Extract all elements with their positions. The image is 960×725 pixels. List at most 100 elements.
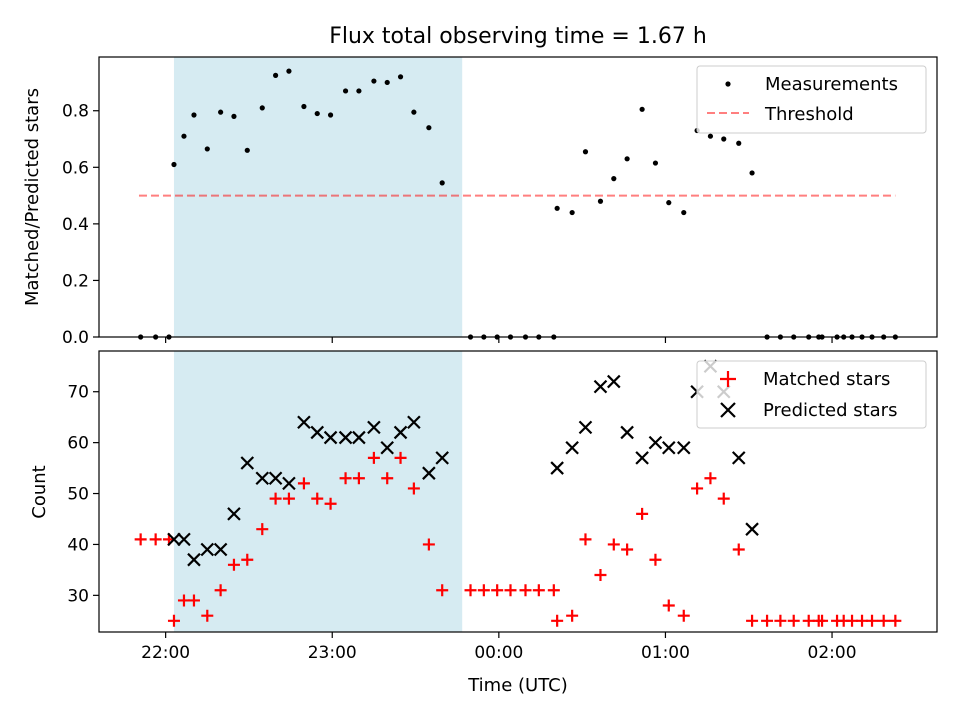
- predicted-stars-point: [213, 542, 228, 557]
- measurements-point: [639, 106, 645, 112]
- matched-stars-point: [394, 451, 407, 464]
- measurements-point: [721, 136, 727, 142]
- matched-stars-point: [187, 594, 200, 607]
- measurements-point: [666, 200, 672, 206]
- measurements-point: [582, 149, 589, 155]
- predicted-stars-point: [310, 425, 325, 440]
- measurements-point: [652, 160, 659, 166]
- matched-stars-point: [519, 584, 532, 597]
- measurements-point: [624, 156, 630, 162]
- measurements-point: [314, 110, 320, 117]
- y-tick-label: 0.2: [62, 271, 89, 291]
- predicted-stars-point: [323, 430, 338, 445]
- predicted-stars-point: [676, 440, 691, 455]
- ratio-panel-frame: [98, 56, 938, 338]
- y-tick-label: 50: [67, 485, 89, 505]
- ratio-panel-y-ticks: 0.0 0.2 0.4 0.6 0.8: [62, 102, 99, 348]
- matched-stars-point: [491, 584, 504, 597]
- predicted-stars-point: [731, 451, 746, 465]
- ratio-panel-legend-box: [696, 65, 927, 134]
- legend-predicted-label: Predicted stars: [763, 400, 897, 421]
- count-panel-frame: [98, 350, 938, 633]
- measurements-point: [611, 176, 617, 182]
- measurements-point: [342, 88, 349, 94]
- predicted-stars-point: [338, 430, 353, 445]
- y-tick-label: 0.8: [62, 102, 89, 122]
- ratio-panel-ylabel: Matched/Predicted stars: [22, 88, 43, 306]
- count-panel-marks: [134, 359, 902, 627]
- ratio-panel-marks: [138, 68, 898, 340]
- measurements-point: [356, 88, 362, 94]
- legend-measurements-label: Measurements: [765, 74, 898, 95]
- measurements-point: [181, 133, 187, 139]
- matched-stars-point: [607, 538, 620, 551]
- matched-stars-point: [256, 523, 269, 536]
- x-tick-label: 00:00: [474, 643, 523, 663]
- predicted-stars-point: [297, 415, 311, 430]
- ratio-panel-legend: Measurements Threshold: [696, 65, 927, 134]
- matched-stars-point: [816, 614, 829, 627]
- x-tick-label: 23:00: [308, 643, 357, 663]
- legend-matched-label: Matched stars: [763, 369, 890, 390]
- x-tick-label: 02:00: [808, 643, 857, 663]
- predicted-stars-point: [352, 430, 366, 445]
- legend-threshold-label: Threshold: [764, 104, 854, 125]
- matched-stars-point: [477, 584, 490, 597]
- measurements-point: [749, 170, 755, 176]
- matched-stars-point: [691, 482, 704, 495]
- matched-stars-point: [149, 533, 162, 546]
- measurements-point: [736, 140, 742, 146]
- predicted-stars-point: [227, 507, 241, 521]
- predicted-stars-point: [593, 379, 608, 394]
- matched-stars-point: [889, 614, 902, 627]
- predicted-stars-point: [550, 461, 564, 475]
- predicted-stars-point: [620, 425, 634, 440]
- y-tick-label: 30: [67, 586, 89, 606]
- measurements-point: [272, 72, 279, 78]
- matched-stars-point: [649, 553, 662, 566]
- measurements-point: [204, 146, 210, 152]
- predicted-stars-point: [578, 420, 593, 435]
- matched-stars-point: [269, 492, 282, 505]
- count-panel-xlabel: Time (UTC): [467, 675, 568, 696]
- matched-stars-point: [717, 492, 730, 505]
- predicted-stars-point: [200, 542, 215, 557]
- matched-stars-point: [566, 609, 579, 622]
- measurements-point: [218, 109, 224, 115]
- predicted-stars-point: [435, 451, 449, 465]
- predicted-stars-point: [422, 466, 436, 480]
- matched-stars-point: [464, 584, 477, 597]
- matched-stars-point: [352, 472, 365, 485]
- measurements-point: [244, 147, 250, 153]
- x-tick-label: 22:00: [141, 643, 190, 663]
- matched-stars-point: [732, 543, 745, 556]
- measurements-point: [569, 209, 575, 216]
- predicted-stars-point: [367, 420, 381, 435]
- predicted-stars-point: [240, 456, 255, 470]
- matched-stars-point: [297, 477, 310, 490]
- predicted-stars-point: [635, 451, 649, 465]
- matched-stars-point: [504, 584, 517, 597]
- legend-matched-marker: [720, 371, 736, 387]
- predicted-stars-point: [282, 476, 296, 491]
- matched-stars-point: [677, 609, 690, 622]
- ratio-panel-shaded-span: [173, 57, 463, 337]
- predicted-stars-point: [648, 435, 663, 450]
- measurements-point: [327, 112, 334, 118]
- predicted-stars-point: [407, 415, 421, 430]
- count-panel-legend: Matched stars Predicted stars: [696, 360, 927, 429]
- measurements-point: [171, 161, 177, 168]
- y-tick-label: 0.4: [62, 215, 89, 235]
- predicted-stars-point: [187, 552, 201, 567]
- matched-stars-point: [746, 614, 759, 627]
- matched-stars-point: [866, 614, 879, 627]
- measurements-point: [259, 105, 265, 111]
- matched-stars-point: [704, 472, 717, 485]
- measurements-point: [439, 180, 445, 186]
- y-tick-label: 0.6: [62, 158, 89, 178]
- count-panel-legend-box: [696, 360, 927, 429]
- predicted-stars-point: [393, 425, 408, 440]
- predicted-stars-point: [565, 440, 579, 455]
- matched-stars-point: [367, 451, 380, 464]
